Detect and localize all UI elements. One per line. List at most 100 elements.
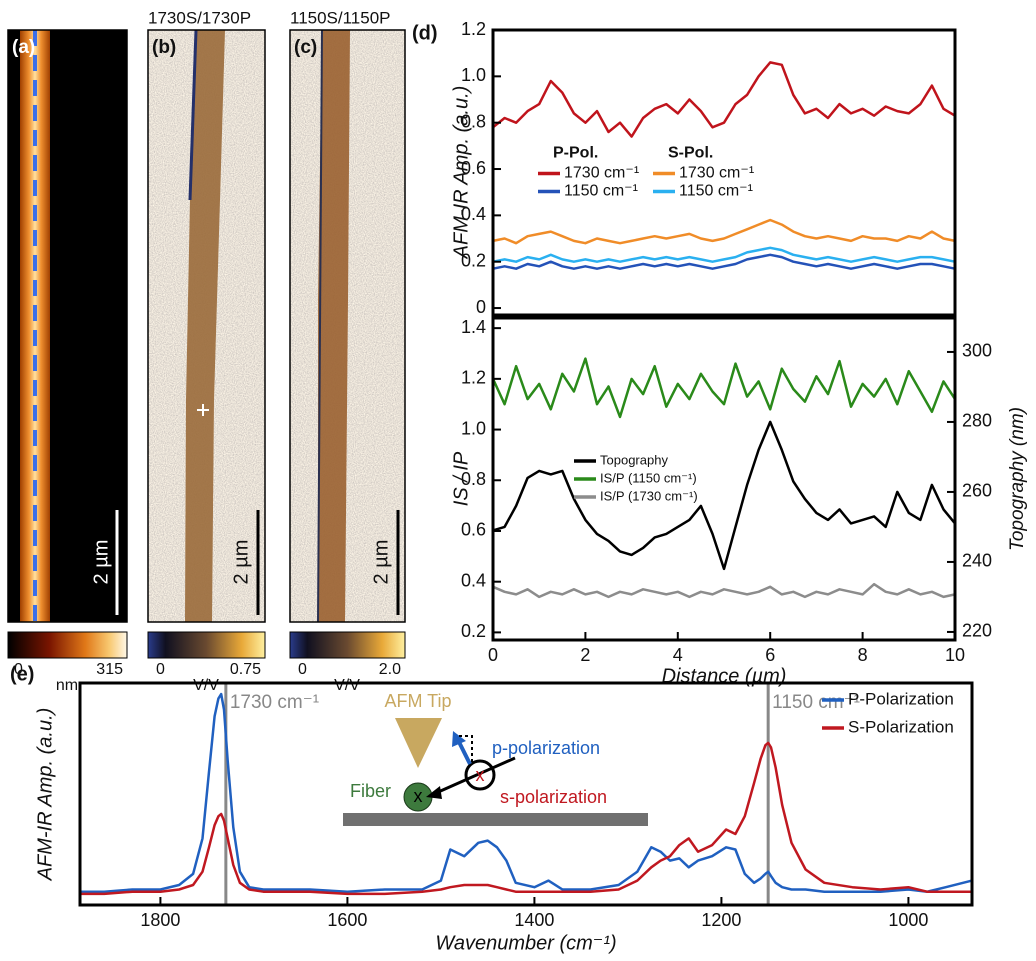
y-tick-label: 1.2 xyxy=(461,368,486,388)
legend-label: 1730 cm⁻¹ xyxy=(564,165,639,182)
series-line xyxy=(492,218,956,245)
colorbar-unit: V/V xyxy=(334,677,360,694)
x-tick-label: 4 xyxy=(673,645,683,665)
image-a: 2 µm (a) 0 315 nm xyxy=(7,29,128,694)
series-line xyxy=(80,692,973,893)
y-tick-label: 1.4 xyxy=(461,317,486,337)
legend-label: IS/P (1150 cm⁻¹) xyxy=(600,470,697,485)
y-tick-label: 0.8 xyxy=(461,469,486,489)
colorbar-min: 0 xyxy=(298,661,307,678)
x-tick-label: 1200 xyxy=(701,910,741,930)
panel-label: (a) xyxy=(12,37,35,58)
y-tick-label: 0.6 xyxy=(461,158,486,178)
legend-label: S-Polarization xyxy=(848,717,954,736)
arrow-head xyxy=(426,786,442,799)
plot-frame xyxy=(78,681,974,907)
inset-label: x xyxy=(414,786,423,806)
legend-label: P-Polarization xyxy=(848,689,954,708)
y-axis-label: IS / IP xyxy=(450,451,472,506)
colorbar-unit: nm xyxy=(56,677,78,694)
fiber-edge xyxy=(188,29,198,201)
y2-tick-label: 300 xyxy=(962,341,992,361)
y-tick-label: 1.0 xyxy=(461,65,486,85)
inset-label: x xyxy=(476,765,485,785)
scale-bar-label: 2 µm xyxy=(230,540,252,585)
x-tick-label: 8 xyxy=(858,645,868,665)
x-axis-label: Wavenumber (cm⁻¹) xyxy=(435,932,616,954)
inset-label: AFM Tip xyxy=(384,691,451,711)
y-axis-label: AFM-IR Amp. (a.u.) xyxy=(34,708,56,882)
legend-label: 1150 cm⁻¹ xyxy=(679,183,753,200)
image-frame xyxy=(7,29,128,623)
annotation-label: 1150 cm⁻¹ xyxy=(772,692,860,713)
legend-label: 1730 cm⁻¹ xyxy=(679,165,754,182)
x-tick-label: 0 xyxy=(488,645,498,665)
inset-label: p-polarization xyxy=(492,738,600,758)
arrow-head xyxy=(452,731,466,747)
colorbar-min: 0 xyxy=(156,661,165,678)
x-tick-label: 1400 xyxy=(514,910,554,930)
x-tick-label: 10 xyxy=(945,645,965,665)
y-tick-label: 1.0 xyxy=(461,418,486,438)
y-tick-label: 0 xyxy=(476,297,486,317)
component-arrow xyxy=(458,735,473,762)
colorbar-unit: V/V xyxy=(193,677,219,694)
colorbar xyxy=(7,631,128,659)
y-tick-label: 0.6 xyxy=(461,520,486,540)
inset-label: s-polarization xyxy=(500,787,607,807)
annotation-label: 1730 cm⁻¹ xyxy=(230,692,319,713)
panel-label: (c) xyxy=(294,37,317,58)
x-tick-label: 6 xyxy=(765,645,775,665)
y-tick-label: 0.8 xyxy=(461,111,486,131)
beam-arrow xyxy=(435,756,516,795)
y-axis-label: AFM-IR Amp. (a.u.) xyxy=(450,86,472,260)
fiber xyxy=(318,30,350,622)
y2-tick-label: 240 xyxy=(962,551,992,571)
panel-label: (b) xyxy=(152,37,176,58)
y-tick-label: 0.4 xyxy=(461,204,486,224)
inset-label: Fiber xyxy=(350,781,391,801)
x-tick-label: 1000 xyxy=(888,910,928,930)
image-title: 1730S/1730P xyxy=(148,8,251,27)
legend-header: S-Pol. xyxy=(668,145,713,162)
fiber xyxy=(185,30,225,622)
afm-tip xyxy=(395,718,442,768)
fiber xyxy=(20,30,50,622)
substrate xyxy=(343,813,648,826)
series-line xyxy=(491,357,957,419)
scale-bar-label: 2 µm xyxy=(370,540,392,585)
y-tick-label: 0.4 xyxy=(461,570,486,590)
image-frame xyxy=(289,29,406,623)
plot-frame xyxy=(491,316,957,642)
image-c: 1150S/1150P 2 µm (c) 0 2.0 V/V xyxy=(289,8,406,694)
p-arrow xyxy=(456,739,472,765)
series-line xyxy=(80,741,972,896)
inset-schematic xyxy=(343,718,648,826)
x-tick-label: 1800 xyxy=(140,910,180,930)
scale-bar-label: 2 µm xyxy=(90,540,112,585)
legend-label: 1150 cm⁻¹ xyxy=(564,183,638,200)
y2-axis-label: Topography (nm) xyxy=(1007,407,1028,551)
fiber-edge xyxy=(317,29,323,623)
panel-label: (e) xyxy=(10,663,34,685)
series-line xyxy=(492,582,956,599)
colorbar xyxy=(289,631,406,659)
colorbar-max: 0.75 xyxy=(230,661,261,678)
series-line xyxy=(492,61,956,138)
legend-label: Topography xyxy=(600,452,668,467)
y-tick-label: 0.2 xyxy=(461,621,486,641)
legend-header: P-Pol. xyxy=(553,145,598,162)
series-line xyxy=(492,253,956,270)
x-tick-label: 2 xyxy=(580,645,590,665)
y-tick-label: 0.2 xyxy=(461,250,486,270)
series-line xyxy=(492,246,956,263)
image-title: 1150S/1150P xyxy=(290,8,391,27)
y-tick-label: 1.2 xyxy=(461,19,486,39)
colorbar xyxy=(147,631,266,659)
colorbar-min: 0 xyxy=(14,661,23,678)
image-b: 1730S/1730P 2 µm (b) 0 0.75 V/V xyxy=(147,8,266,694)
panel-label: (d) xyxy=(412,22,438,44)
plot-frame xyxy=(491,28,957,317)
